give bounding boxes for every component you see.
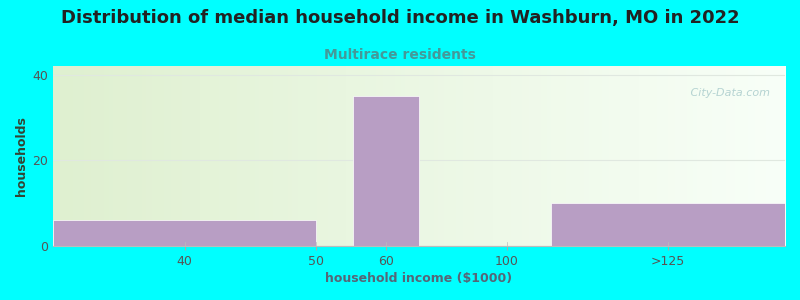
Bar bbox=[353, 96, 419, 246]
Text: Multirace residents: Multirace residents bbox=[324, 48, 476, 62]
Bar bbox=[53, 220, 317, 246]
X-axis label: household income ($1000): household income ($1000) bbox=[326, 272, 513, 285]
Bar bbox=[550, 203, 785, 246]
Y-axis label: households: households bbox=[15, 116, 28, 196]
Text: Distribution of median household income in Washburn, MO in 2022: Distribution of median household income … bbox=[61, 9, 739, 27]
Text: City-Data.com: City-Data.com bbox=[687, 88, 770, 98]
